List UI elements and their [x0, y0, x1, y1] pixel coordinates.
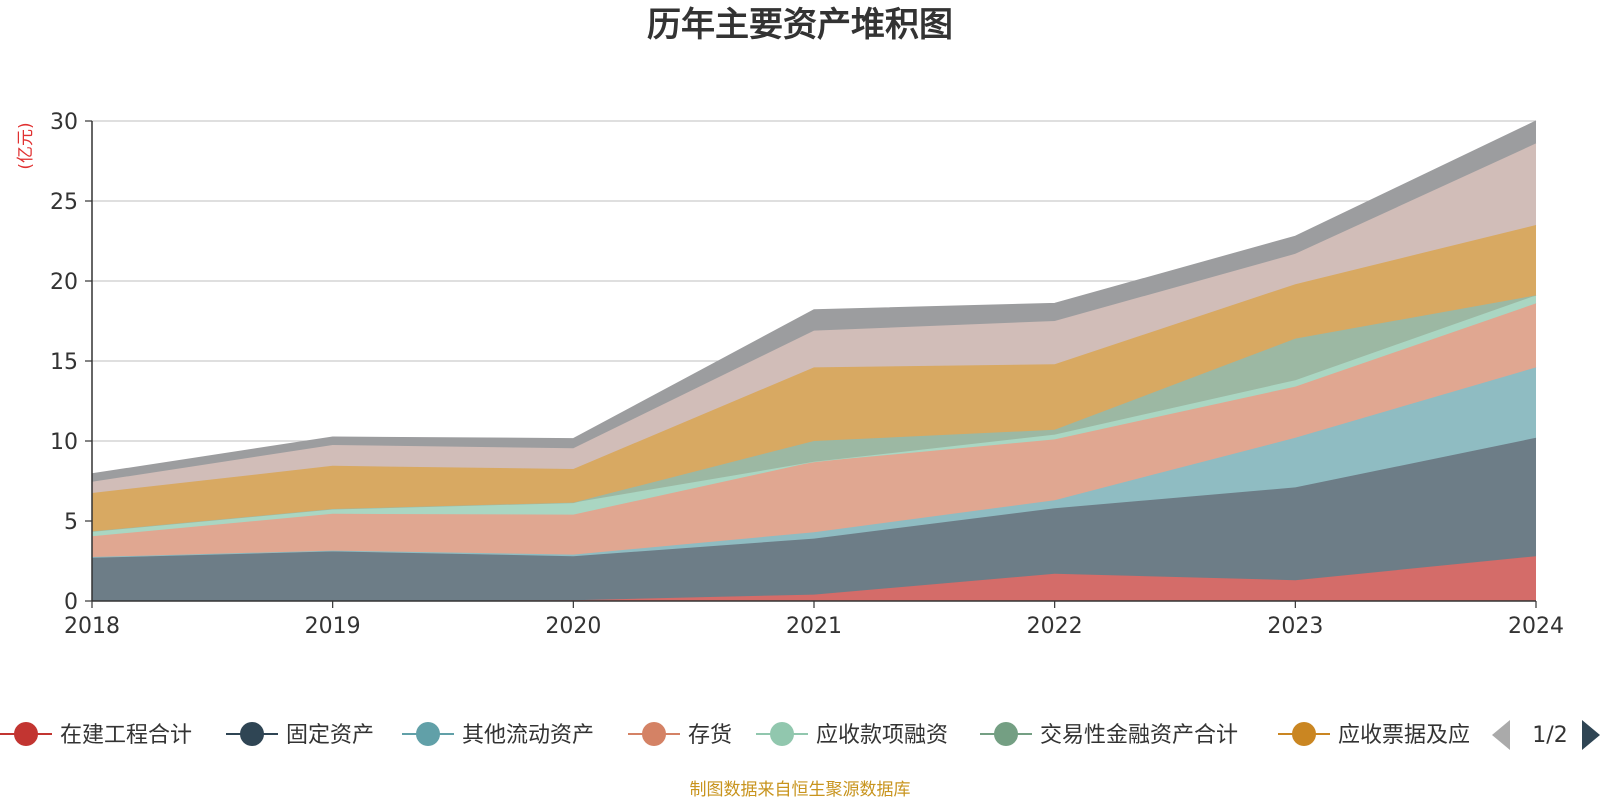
x-tick-label: 2018: [64, 614, 120, 639]
legend-marker: [994, 722, 1018, 746]
y-tick-label: 15: [50, 350, 78, 375]
legend-item[interactable]: 应收款项融资: [756, 722, 948, 748]
legend-marker: [770, 722, 794, 746]
area-series-2: [92, 367, 1536, 558]
y-tick-label: 20: [50, 270, 78, 295]
legend-marker: [1292, 722, 1316, 746]
y-tick-label: 10: [50, 430, 78, 455]
x-tick-label: 2022: [1027, 614, 1083, 639]
area-series-3: [92, 303, 1536, 557]
legend-marker: [14, 722, 38, 746]
y-unit-label: (亿元): [16, 122, 36, 169]
legend-item[interactable]: 存货: [628, 722, 732, 748]
legend-label: 在建工程合计: [60, 723, 192, 748]
series-line-8: [91, 120, 1537, 475]
x-tick-label: 2024: [1508, 614, 1564, 639]
legend-item[interactable]: 固定资产: [226, 722, 374, 748]
x-tick-label: 2021: [786, 614, 842, 639]
y-tick-label: 5: [64, 510, 78, 535]
chart-title: 历年主要资产堆积图: [647, 5, 953, 45]
legend-item[interactable]: 应收票据及应: [1278, 722, 1470, 748]
y-tick-label: 0: [64, 590, 78, 615]
legend-label: 交易性金融资产合计: [1040, 723, 1238, 748]
triangle-left-icon[interactable]: [1492, 720, 1510, 750]
legend-label: 存货: [688, 723, 732, 748]
legend-label: 固定资产: [286, 723, 374, 748]
legend-item[interactable]: 其他流动资产: [402, 722, 594, 748]
y-tick-label: 30: [50, 110, 78, 135]
legend-pager: 1/2: [1492, 720, 1600, 750]
legend-label: 应收款项融资: [816, 723, 948, 748]
legend-label: 应收票据及应: [1338, 723, 1470, 748]
x-tick-label: 2020: [545, 614, 601, 639]
legend-marker: [642, 722, 666, 746]
legend-marker: [240, 722, 264, 746]
legend: 在建工程合计 固定资产 其他流动资产 存货 应收款项融资 交易性金融资产合计 应收票据及应: [0, 722, 1470, 748]
legend-label: 其他流动资产: [462, 723, 594, 748]
triangle-right-icon[interactable]: [1582, 720, 1600, 750]
x-tick-label: 2019: [305, 614, 361, 639]
area-series-0: [92, 556, 1536, 601]
legend-page-indicator: 1/2: [1532, 723, 1567, 748]
legend-item[interactable]: 在建工程合计: [0, 722, 192, 748]
data-source-note: 制图数据来自恒生聚源数据库: [690, 780, 911, 800]
area-series: [91, 120, 1537, 602]
y-axis-ticks: 0 5 10 15 20 25 30: [50, 110, 92, 615]
x-axis-ticks: 2018 2019 2020 2021 2022 2023 2024: [64, 601, 1564, 639]
area-series-6: [92, 225, 1536, 532]
x-tick-label: 2023: [1267, 614, 1323, 639]
legend-marker: [416, 722, 440, 746]
area-series-1: [92, 437, 1536, 601]
legend-item[interactable]: 交易性金融资产合计: [980, 722, 1238, 748]
y-tick-label: 25: [50, 190, 78, 215]
